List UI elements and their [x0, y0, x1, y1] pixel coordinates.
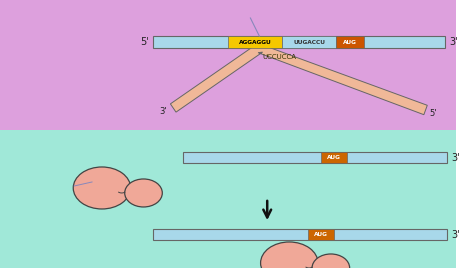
Text: 3': 3': [451, 153, 460, 163]
Bar: [154, 229, 447, 240]
Ellipse shape: [260, 242, 318, 268]
Text: 3': 3': [451, 230, 460, 240]
Text: 5': 5': [430, 109, 437, 118]
Text: AUG: AUG: [314, 232, 328, 237]
Text: AUG: AUG: [343, 39, 357, 44]
Bar: [0, 0, 456, 130]
Polygon shape: [171, 44, 427, 115]
Bar: [154, 36, 445, 48]
Ellipse shape: [125, 179, 162, 207]
Bar: [337, 36, 364, 48]
Ellipse shape: [73, 167, 130, 209]
Text: AGGAGGU: AGGAGGU: [238, 39, 271, 44]
Ellipse shape: [312, 254, 349, 268]
Text: 3': 3': [160, 107, 167, 116]
Bar: [321, 152, 347, 163]
Text: UCCUCCA: UCCUCCA: [263, 54, 297, 60]
Text: 3': 3': [449, 37, 458, 47]
Bar: [0, 130, 456, 268]
Bar: [228, 36, 282, 48]
Bar: [282, 36, 337, 48]
Bar: [183, 152, 447, 163]
Text: 5': 5': [140, 37, 148, 47]
Text: UUGACCU: UUGACCU: [293, 39, 325, 44]
Bar: [308, 229, 334, 240]
Text: AUG: AUG: [327, 155, 341, 161]
